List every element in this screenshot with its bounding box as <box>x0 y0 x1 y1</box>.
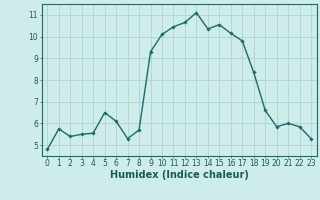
X-axis label: Humidex (Indice chaleur): Humidex (Indice chaleur) <box>110 170 249 180</box>
